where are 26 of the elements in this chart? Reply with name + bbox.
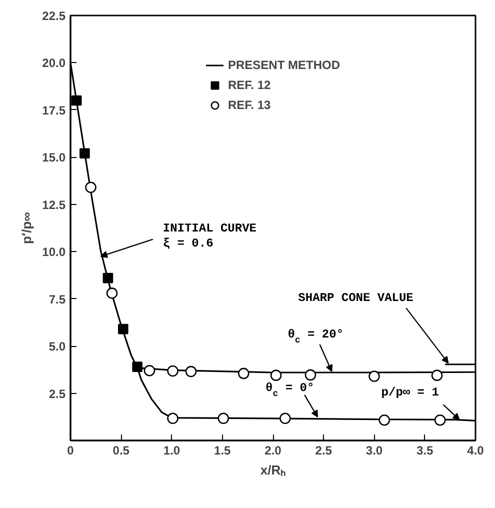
annotation: SHARP CONE VALUE [298,291,414,306]
y-tick-label: 22.5 [42,9,66,23]
x-tick-label: 1.5 [214,444,232,458]
y-tick-label: 5.0 [48,340,66,354]
x-tick-label: 1.0 [163,444,180,458]
y-tick-label: 10.0 [42,245,66,260]
y-tick-label: 7.5 [48,292,66,306]
y-tick-label: 17.5 [42,103,66,118]
legend-label: PRESENT METHOD [228,58,340,72]
x-tick-label: 2.5 [315,444,332,458]
y-tick-label: 12.5 [42,198,66,212]
x-axis-title: x/Rₕ [260,462,286,478]
legend-label: REF. 13 [228,98,271,112]
x-tick-label: 3.0 [366,444,383,458]
legend-label: REF. 12 [228,78,271,92]
annotation: INITIAL CURVE ξ = 0.6 [162,221,256,250]
x-tick-label: 3.5 [416,444,434,458]
y-tick-label: 15.0 [42,150,66,165]
x-tick-label: 0 [67,444,74,458]
x-tick-label: 4.0 [467,444,484,458]
y-tick-label: 2.5 [48,386,66,401]
y-tick-label: 20.0 [42,56,66,70]
x-tick-label: 0.5 [112,444,130,458]
x-tick-label: 2.0 [264,444,282,458]
y-axis-title: p′/p∞ [19,212,34,244]
annotation: p/p∞ = 1 [381,386,439,400]
